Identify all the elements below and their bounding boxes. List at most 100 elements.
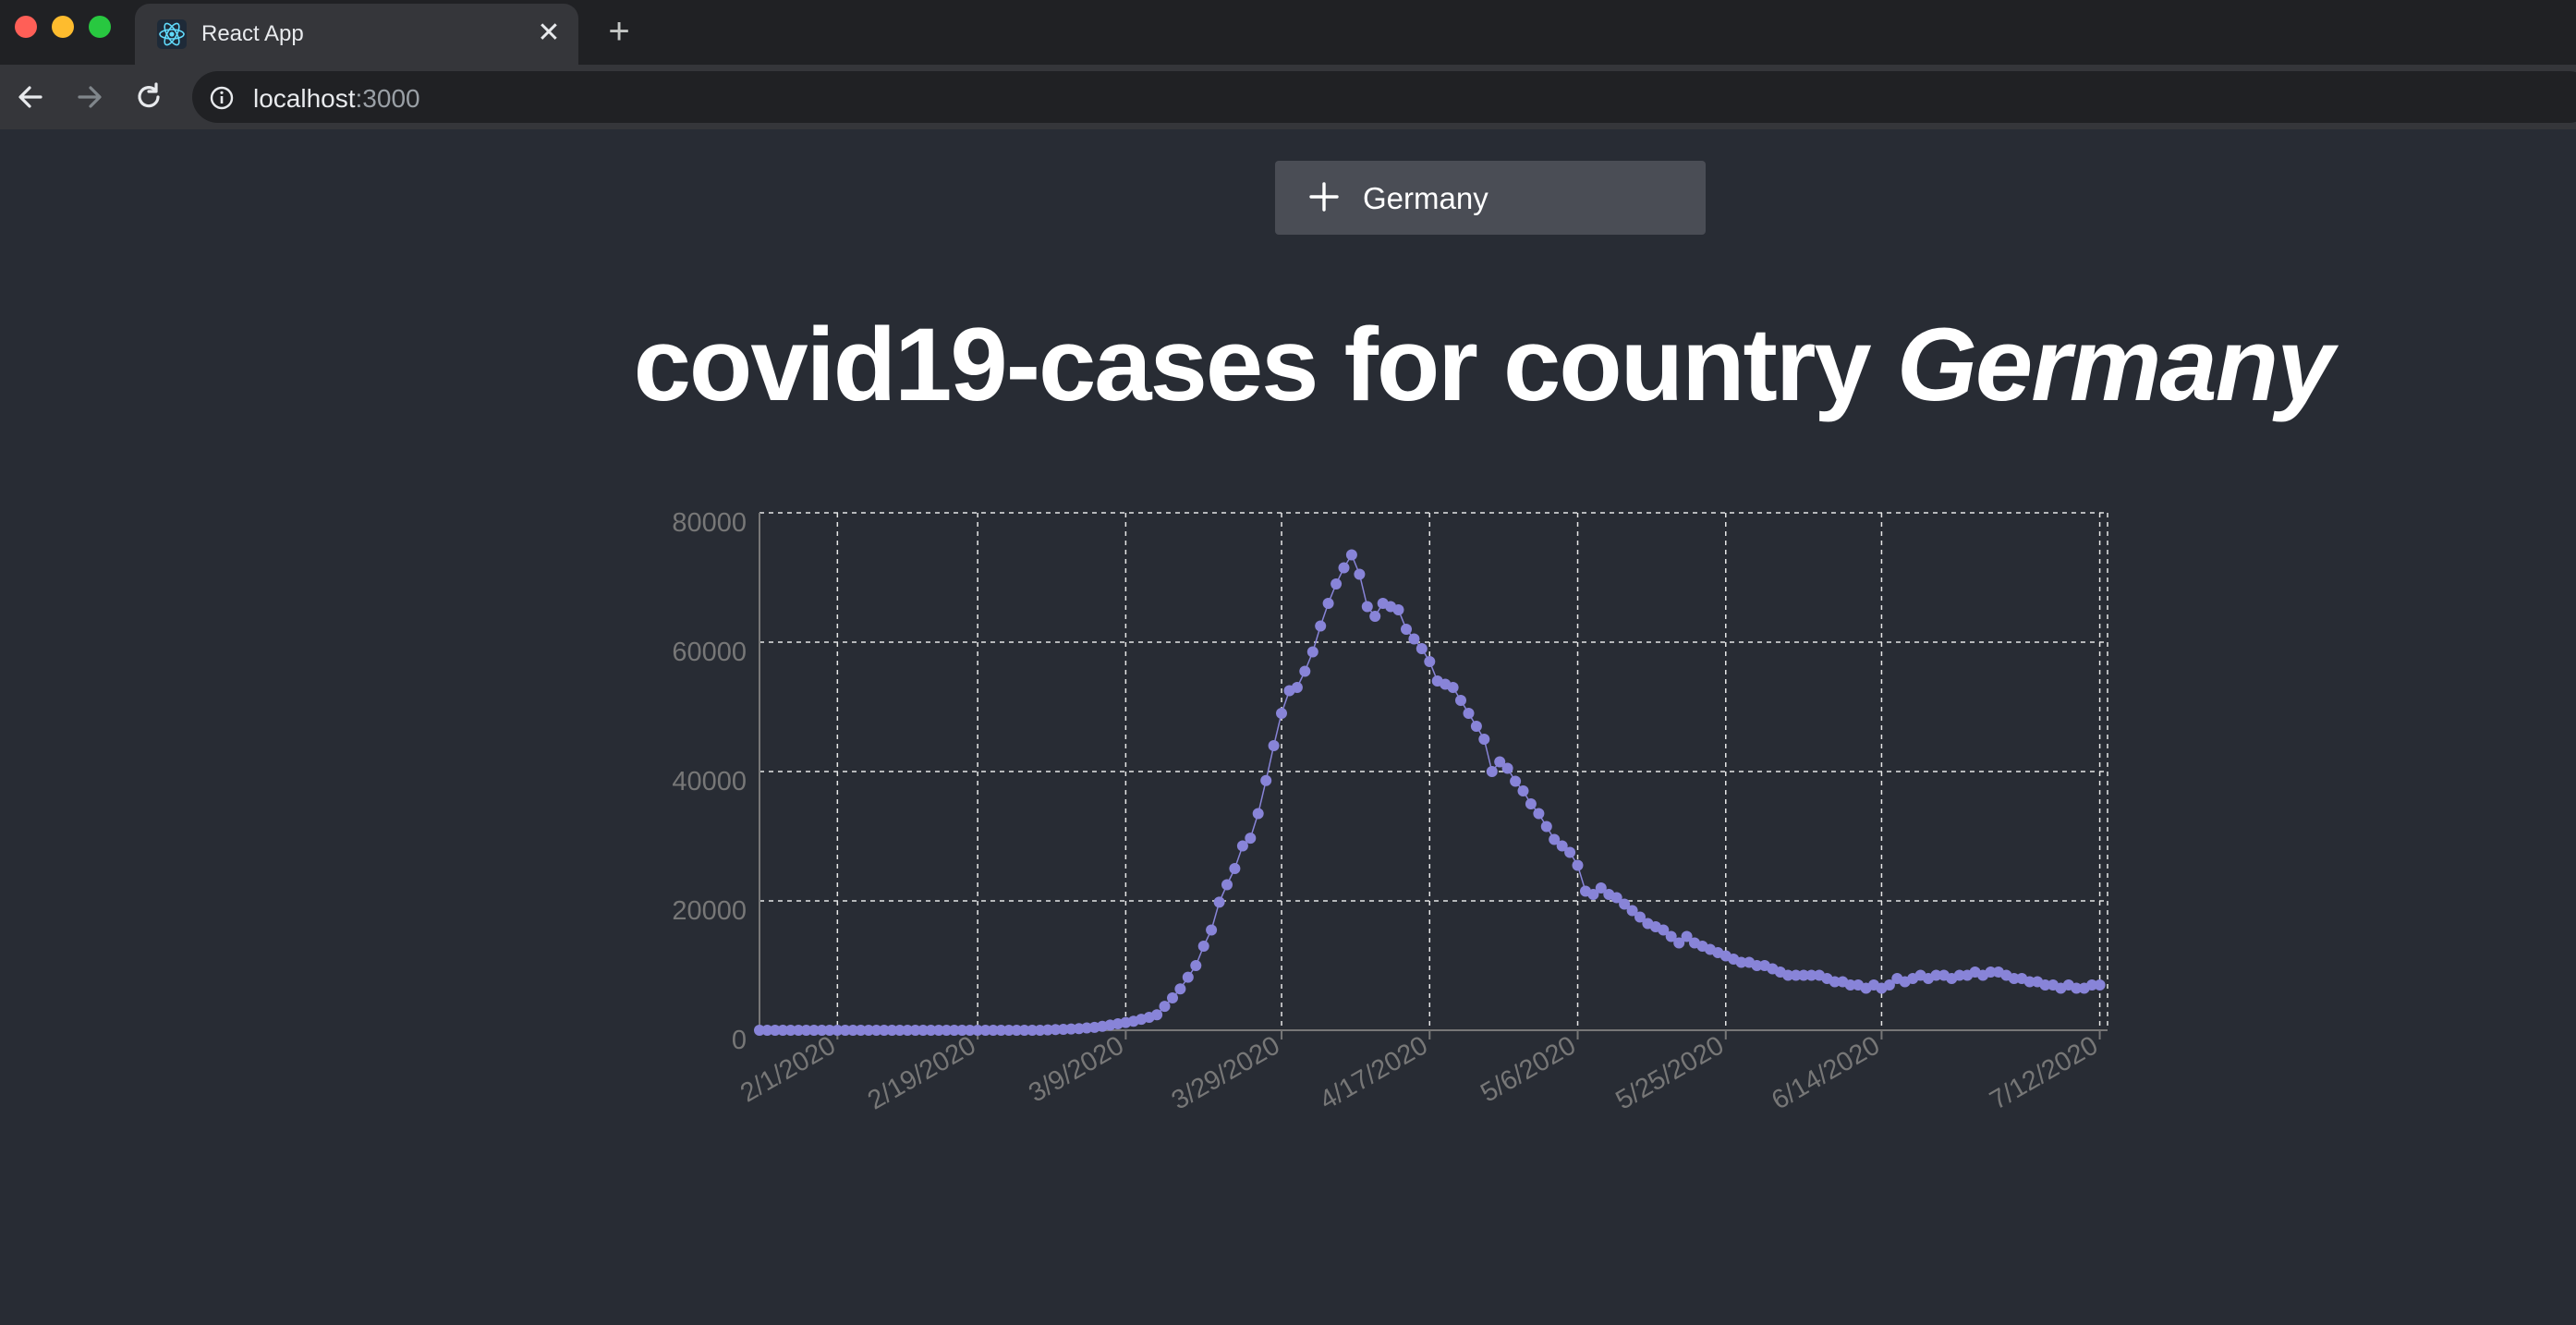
y-tick-label: 0 <box>732 1026 747 1055</box>
x-tick-label: 3/29/2020 <box>1167 1030 1285 1115</box>
close-tab-icon[interactable]: ✕ <box>537 18 561 48</box>
data-point <box>2039 979 2051 991</box>
data-point <box>1985 966 1997 978</box>
data-point <box>1673 937 1685 949</box>
data-point <box>1206 924 1218 936</box>
data-point <box>2008 973 2020 984</box>
data-point <box>847 1025 859 1036</box>
page-title: covid19-cases for country Germany <box>0 305 2576 424</box>
x-tick-label: 4/17/2020 <box>1315 1030 1433 1115</box>
data-point <box>1159 1001 1171 1013</box>
data-point <box>1525 798 1537 809</box>
url-port: :3000 <box>355 84 420 113</box>
data-point <box>855 1025 867 1036</box>
data-point <box>972 1025 984 1036</box>
data-point <box>1883 979 1895 991</box>
data-point <box>1455 695 1466 706</box>
data-point <box>1463 708 1475 719</box>
data-point <box>1751 960 1763 971</box>
address-bar[interactable]: localhost:3000 <box>192 71 2576 123</box>
data-point <box>1533 808 1545 820</box>
data-point <box>761 1025 773 1036</box>
y-tick-label: 20000 <box>672 896 747 926</box>
data-point <box>1361 601 1373 613</box>
info-icon[interactable] <box>209 85 235 111</box>
minimize-window-button[interactable] <box>52 16 74 38</box>
data-point <box>1424 656 1436 667</box>
data-point <box>1478 734 1490 745</box>
browser-tab[interactable]: React App ✕ <box>135 4 578 65</box>
data-point <box>1027 1025 1039 1036</box>
data-point <box>1345 549 1357 561</box>
data-point <box>808 1025 820 1036</box>
data-point <box>1322 598 1334 609</box>
data-point <box>1369 611 1381 622</box>
data-point <box>1245 833 1257 845</box>
data-point <box>1018 1025 1030 1036</box>
data-point <box>1587 889 1599 900</box>
data-point <box>1190 960 1202 971</box>
data-point <box>2094 979 2106 991</box>
data-point <box>956 1025 968 1036</box>
data-point <box>1681 930 1693 942</box>
data-point <box>1782 969 1794 981</box>
forward-arrow-icon[interactable] <box>72 79 107 115</box>
data-point <box>1291 682 1303 693</box>
url-text[interactable]: localhost:3000 <box>253 84 420 114</box>
x-tick-label: 6/14/2020 <box>1767 1030 1885 1115</box>
data-point <box>1252 808 1264 820</box>
page-title-country: Germany <box>1896 307 2335 422</box>
data-point <box>1486 766 1498 777</box>
data-point <box>1182 971 1194 983</box>
back-arrow-icon[interactable] <box>13 79 48 115</box>
maximize-window-button[interactable] <box>89 16 111 38</box>
data-point <box>925 1025 937 1036</box>
data-point <box>1658 924 1670 936</box>
data-point <box>964 1025 976 1036</box>
data-point <box>1197 941 1209 952</box>
data-point <box>1665 930 1677 942</box>
data-point <box>1619 898 1631 910</box>
data-point <box>1213 896 1225 908</box>
data-point <box>754 1025 765 1036</box>
close-window-button[interactable] <box>15 16 37 38</box>
data-point <box>1556 840 1568 852</box>
data-point <box>1564 846 1576 858</box>
data-point <box>893 1025 905 1036</box>
data-point <box>1065 1023 1077 1035</box>
x-tick-label: 2/1/2020 <box>735 1030 841 1108</box>
data-point <box>1953 969 1965 981</box>
y-tick-label: 60000 <box>672 638 747 667</box>
data-point <box>1844 979 1856 991</box>
page-title-prefix: covid19-cases for country <box>633 307 1872 422</box>
data-point <box>1805 969 1817 981</box>
reload-icon[interactable] <box>131 79 166 115</box>
data-point <box>1572 859 1584 871</box>
data-point <box>823 1025 835 1036</box>
new-tab-button[interactable]: + <box>608 11 630 52</box>
data-point <box>1401 624 1412 635</box>
data-point <box>1735 956 1747 968</box>
data-point <box>1331 578 1343 590</box>
country-select-label: Germany <box>1363 181 1488 215</box>
data-point <box>1276 708 1287 719</box>
react-logo-icon <box>157 19 187 49</box>
data-point <box>839 1025 851 1036</box>
data-point <box>777 1025 789 1036</box>
data-point <box>1002 1025 1015 1036</box>
data-point <box>1634 911 1646 923</box>
data-point <box>1416 643 1428 654</box>
data-point <box>1260 774 1272 786</box>
data-point <box>1540 821 1552 833</box>
x-tick-label: 5/6/2020 <box>1476 1030 1581 1108</box>
data-point <box>832 1025 844 1036</box>
data-point <box>2071 982 2083 994</box>
data-point <box>1306 646 1318 658</box>
data-point <box>995 1025 1007 1036</box>
data-point <box>902 1025 914 1036</box>
data-point <box>1174 983 1186 995</box>
data-point <box>1798 969 1810 981</box>
x-tick-label: 2/19/2020 <box>863 1030 981 1115</box>
country-select-button[interactable]: Germany <box>1275 161 1706 235</box>
x-tick-label: 5/25/2020 <box>1611 1030 1730 1115</box>
